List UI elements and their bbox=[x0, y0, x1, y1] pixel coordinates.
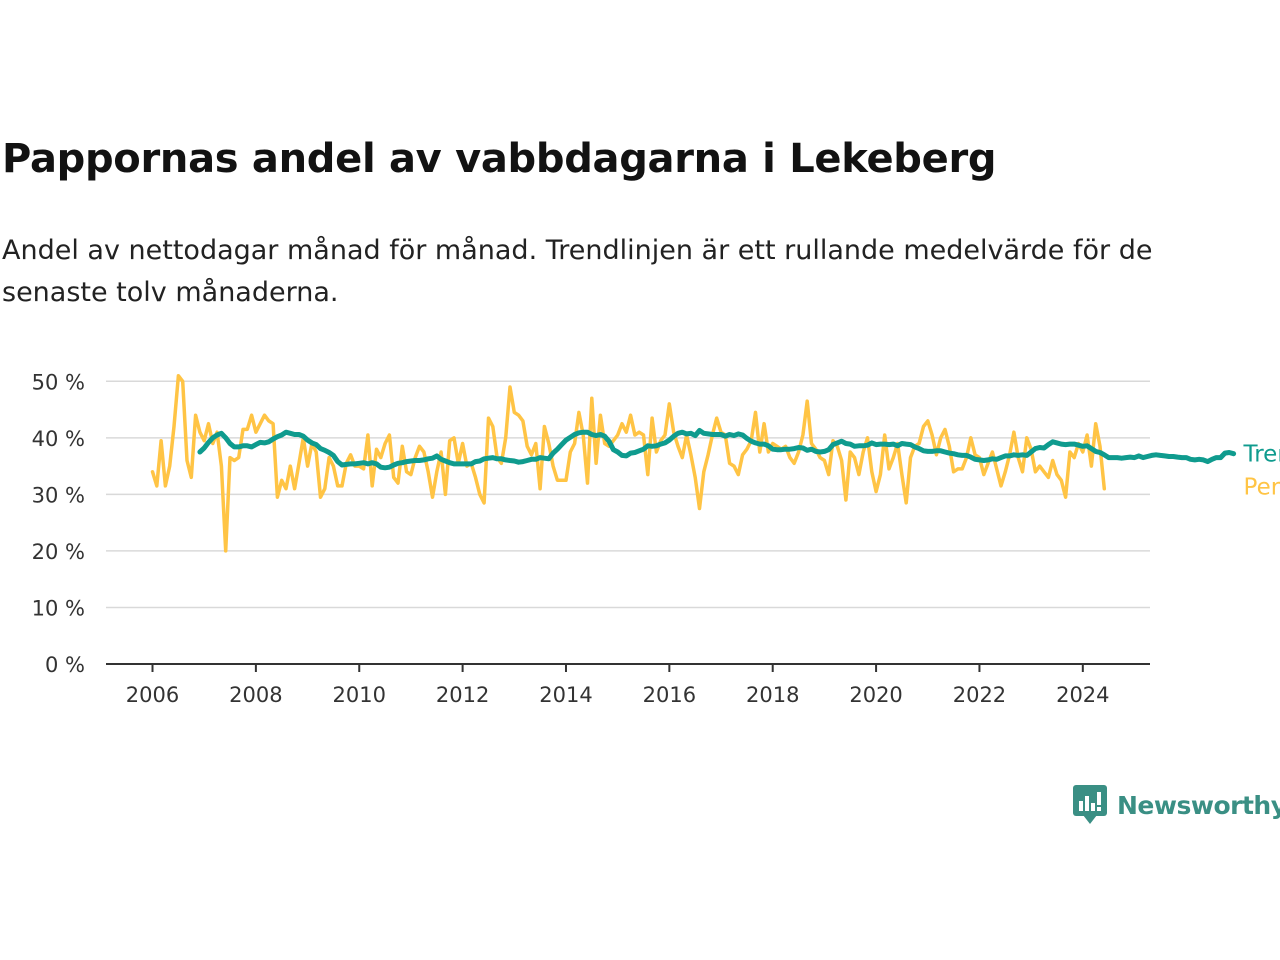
y-axis-ticks: 0 % 10 % 20 % 30 % 40 % 50 % bbox=[32, 370, 85, 677]
x-tick-label: 2006 bbox=[126, 683, 179, 707]
chart-title: Pappornas andel av vabbdagarna i Lekeber… bbox=[2, 136, 997, 182]
x-tick-label: 2008 bbox=[229, 683, 282, 707]
monthly-line bbox=[150, 373, 1107, 553]
x-tick-label: 2018 bbox=[746, 683, 799, 707]
x-tick-label: 2012 bbox=[436, 683, 489, 707]
legend-label-trend: Trend bbox=[1243, 442, 1280, 468]
chart-subtitle: Andel av nettodagar månad för månad. Tre… bbox=[2, 235, 1153, 308]
newsworthy-brand[interactable]: Newsworthy bbox=[1072, 784, 1280, 826]
x-axis: 2006 2008 2010 2012 2014 2016 2018 2020 2022 2024 bbox=[106, 663, 1150, 707]
line-chart: 0 % 10 % 20 % 30 % 40 % 50 % 2006 2008 2010 2012… bbox=[32, 370, 1280, 707]
newsworthy-logo-icon bbox=[1073, 785, 1107, 824]
x-tick-label: 2014 bbox=[539, 683, 592, 707]
x-tick-label: 2024 bbox=[1056, 683, 1109, 707]
x-tick-label: 2020 bbox=[849, 683, 902, 707]
x-tick-label: 2010 bbox=[333, 683, 386, 707]
y-tick-label: 10 % bbox=[32, 596, 85, 620]
x-tick-label: 2016 bbox=[643, 683, 696, 707]
y-tick-label: 0 % bbox=[45, 653, 85, 677]
series-lines bbox=[150, 373, 1237, 553]
legend: Trend Per månad bbox=[1243, 442, 1280, 501]
trend-line bbox=[197, 428, 1237, 471]
legend-label-monthly: Per månad bbox=[1244, 473, 1280, 501]
y-tick-label: 40 % bbox=[32, 427, 85, 451]
y-tick-label: 20 % bbox=[32, 540, 85, 564]
y-tick-label: 50 % bbox=[32, 370, 85, 394]
brand-name: Newsworthy bbox=[1117, 790, 1280, 820]
y-tick-label: 30 % bbox=[32, 483, 85, 507]
x-tick-label: 2022 bbox=[953, 683, 1006, 707]
